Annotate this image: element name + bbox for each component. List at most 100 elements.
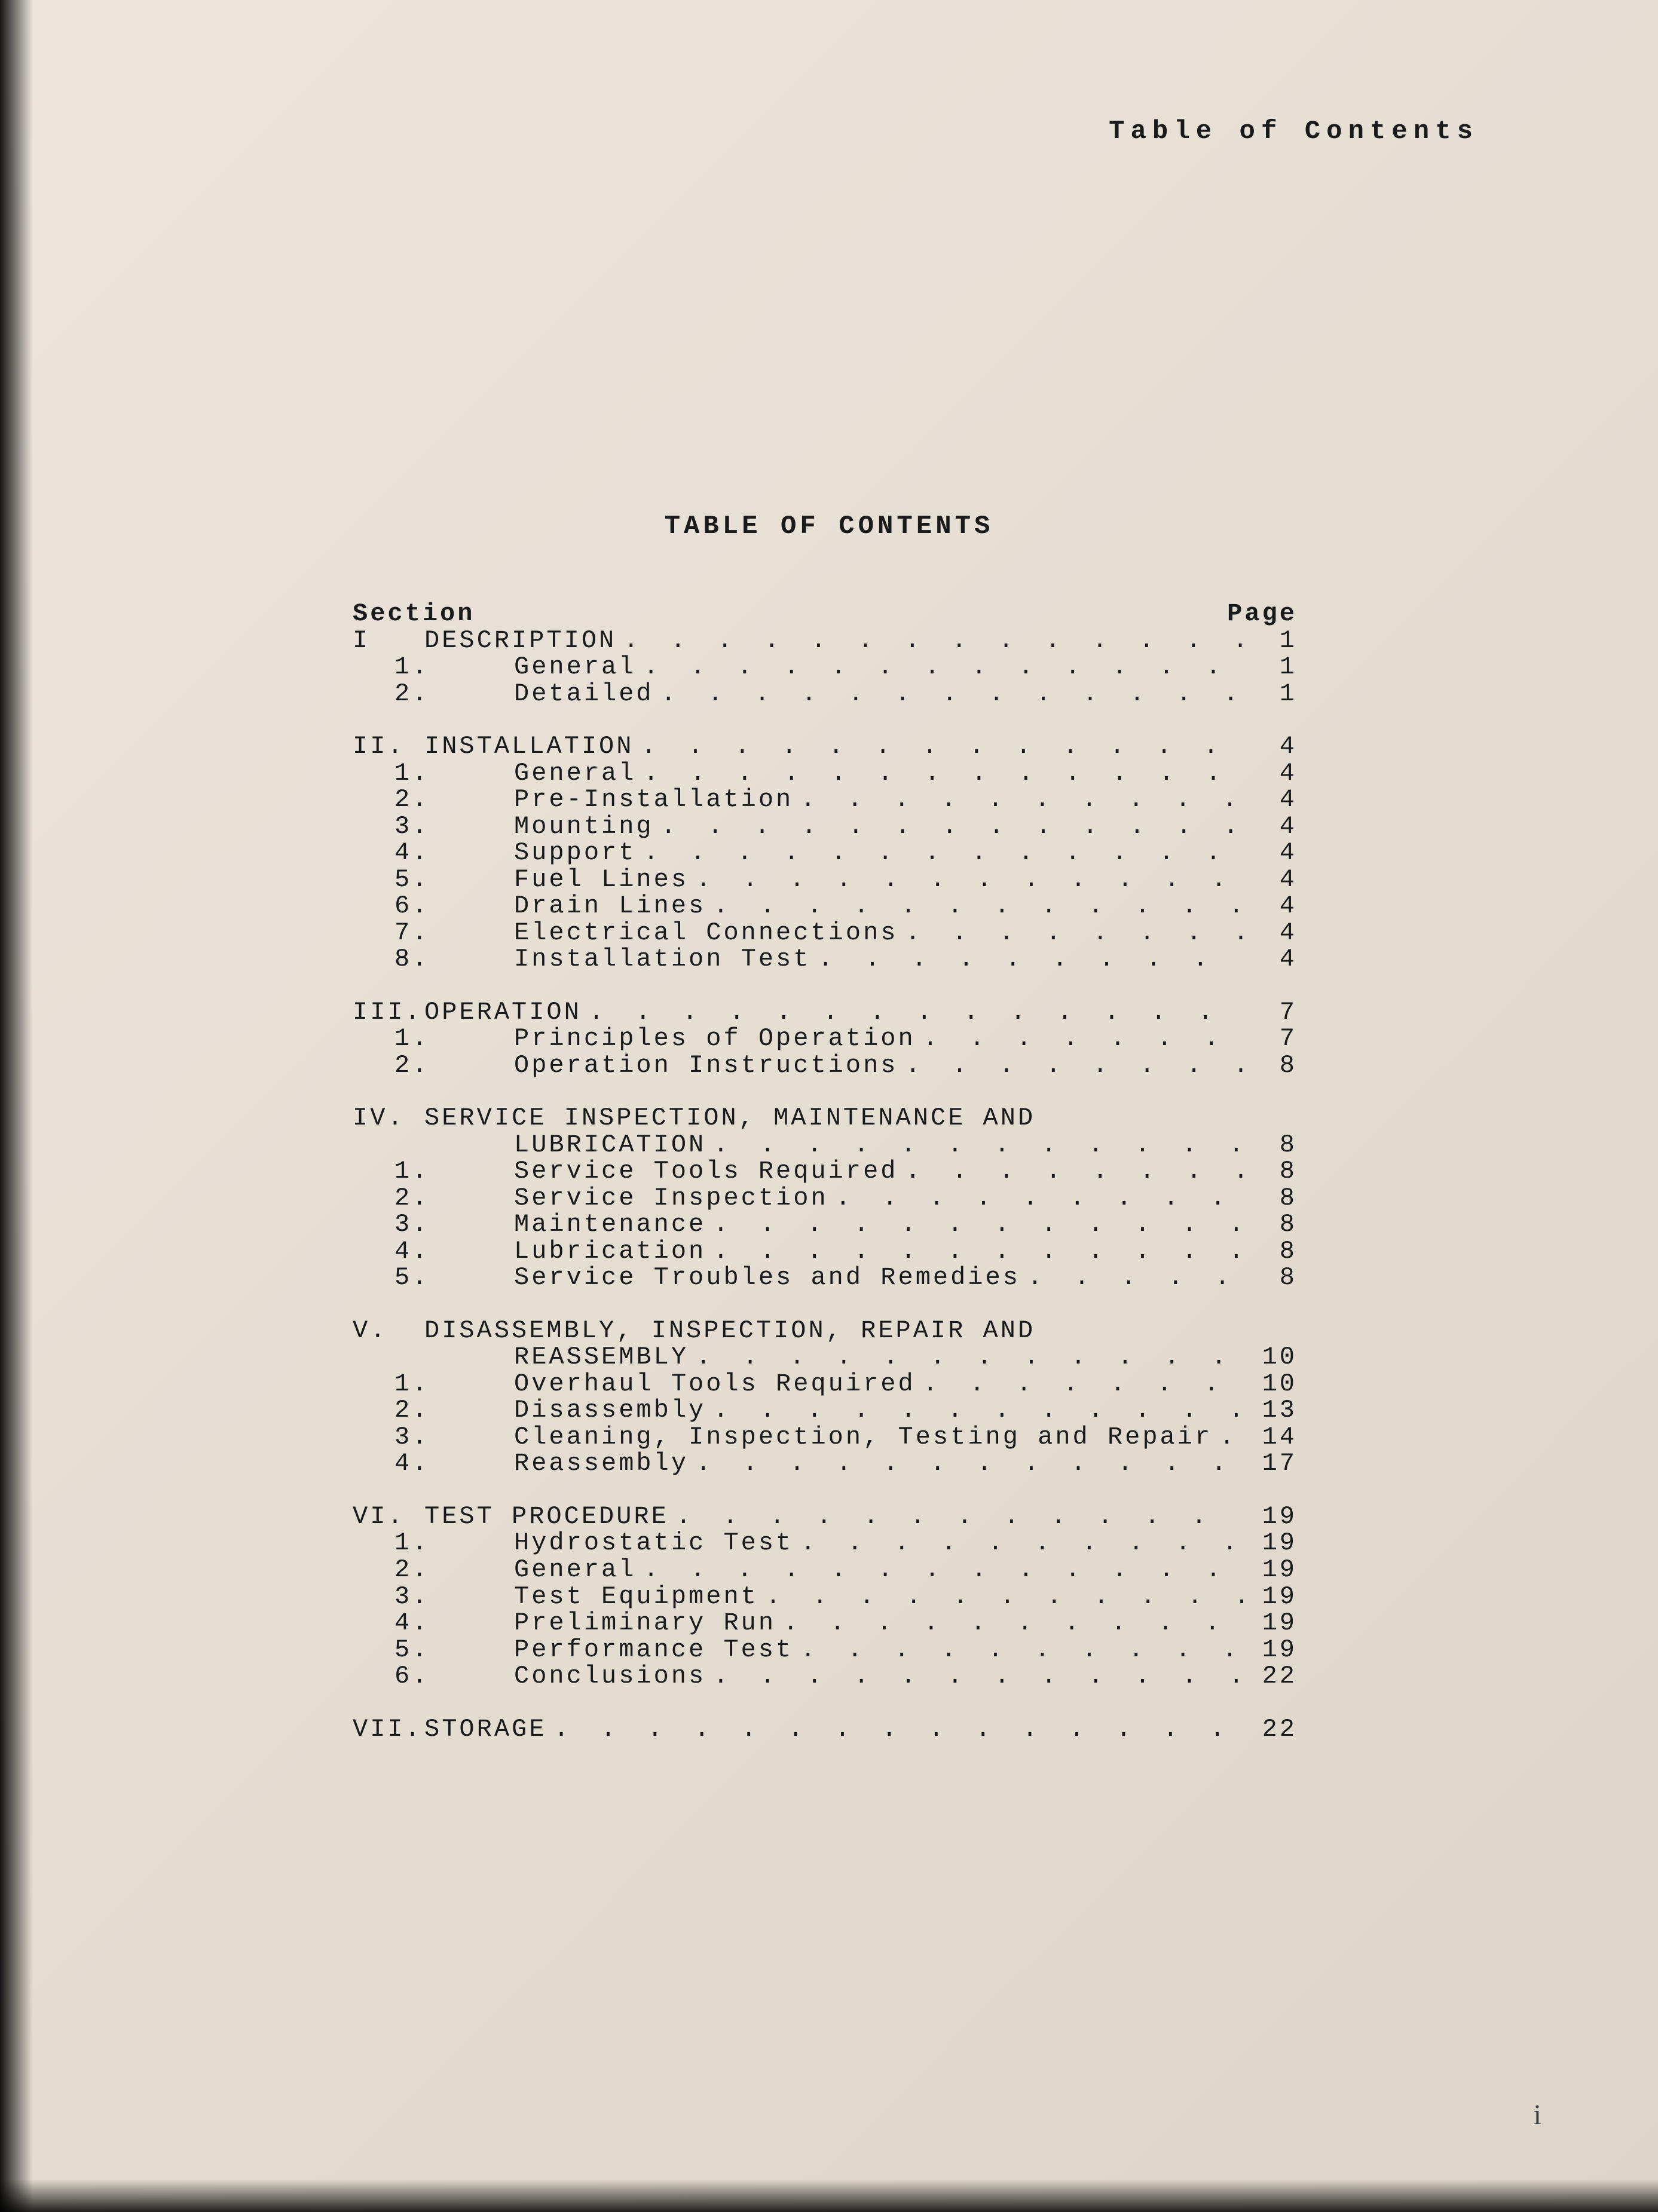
toc-item-row: 1.Principles of Operation. . . . . . . .… bbox=[353, 1025, 1297, 1052]
toc-item-row: 2.Operation Instructions. . . . . . . . … bbox=[353, 1052, 1297, 1079]
toc-page-number: 19 bbox=[1243, 1637, 1297, 1663]
toc-item-title: Principles of Operation bbox=[514, 1025, 916, 1052]
toc-page-number: 7 bbox=[1243, 1025, 1297, 1052]
toc-item-number: 3. bbox=[353, 1211, 514, 1238]
toc-item-title: Disassembly bbox=[514, 1397, 706, 1424]
toc-item-row: 6.Conclusions. . . . . . . . . . . . . .… bbox=[353, 1663, 1297, 1690]
toc-page-number: 10 bbox=[1243, 1344, 1297, 1371]
scan-shadow-bottom bbox=[0, 2179, 1658, 2212]
toc-header-section: Section bbox=[353, 601, 475, 627]
toc-item-row: 2.Pre-Installation. . . . . . . . . . . … bbox=[353, 786, 1297, 813]
page-number: i bbox=[1534, 2098, 1541, 2131]
toc-section-number: II. bbox=[353, 733, 424, 760]
toc-section-title: SERVICE INSPECTION, MAINTENANCE AND bbox=[424, 1105, 1035, 1132]
toc-item-number: 8. bbox=[353, 946, 514, 973]
toc-item-number: 2. bbox=[353, 1052, 514, 1079]
toc-section-gap bbox=[353, 1690, 1297, 1716]
toc-item-title: Cleaning, Inspection, Testing and Repair bbox=[514, 1424, 1212, 1451]
toc-page-number: 19 bbox=[1243, 1583, 1297, 1610]
scan-shadow-left bbox=[0, 0, 33, 2212]
toc-item-title: Reassembly bbox=[514, 1450, 689, 1477]
toc-item-title: Service Inspection bbox=[514, 1185, 828, 1212]
toc-item-row: 3.Mounting. . . . . . . . . . . . . . . … bbox=[353, 813, 1297, 840]
toc-page-number: 4 bbox=[1243, 760, 1297, 787]
toc-item-title: Fuel Lines bbox=[514, 866, 689, 893]
toc-page-number: 8 bbox=[1243, 1132, 1297, 1159]
toc-item-number: 1. bbox=[353, 1530, 514, 1557]
toc-item-title: Pre-Installation bbox=[514, 786, 793, 813]
toc-leader-dots: . . . . . . . . . . . . . . . . . . . . … bbox=[898, 1052, 1244, 1079]
toc-item-row: 1.General. . . . . . . . . . . . . . . .… bbox=[353, 654, 1297, 681]
toc-section-title: LUBRICATION bbox=[514, 1132, 706, 1159]
toc-item-number: 4. bbox=[353, 1450, 514, 1477]
table-of-contents: Section Page IDESCRIPTION. . . . . . . .… bbox=[353, 601, 1297, 1742]
toc-section-number: III. bbox=[353, 999, 424, 1026]
toc-item-title: Maintenance bbox=[514, 1211, 706, 1238]
toc-item-number: 2. bbox=[353, 1397, 514, 1424]
toc-item-number: 1. bbox=[353, 654, 514, 681]
toc-item-number: 4. bbox=[353, 1610, 514, 1637]
toc-section-number: IV. bbox=[353, 1105, 424, 1132]
toc-item-number: 3. bbox=[353, 1424, 514, 1451]
toc-item-title: General bbox=[514, 760, 636, 787]
toc-page-number: 13 bbox=[1243, 1397, 1297, 1424]
toc-section-row: VII.STORAGE. . . . . . . . . . . . . . .… bbox=[353, 1716, 1297, 1743]
toc-item-number: 1. bbox=[353, 760, 514, 787]
toc-item-row: 5.Performance Test. . . . . . . . . . . … bbox=[353, 1637, 1297, 1663]
toc-leader-dots: . . . . . . . . . . . . . . . . . . . . … bbox=[706, 1397, 1243, 1424]
toc-item-row: 4.Lubrication. . . . . . . . . . . . . .… bbox=[353, 1238, 1297, 1265]
toc-page-number: 14 bbox=[1243, 1424, 1297, 1451]
toc-section-gap bbox=[353, 707, 1297, 733]
toc-leader-dots: . . . . . . . . . . . . . . . . . . . . … bbox=[636, 840, 1243, 866]
toc-item-row: 3.Maintenance. . . . . . . . . . . . . .… bbox=[353, 1211, 1297, 1238]
toc-item-title: Hydrostatic Test bbox=[514, 1530, 793, 1557]
toc-item-row: 2.General. . . . . . . . . . . . . . . .… bbox=[353, 1557, 1297, 1583]
toc-section-title: INSTALLATION bbox=[424, 733, 634, 760]
toc-item-number: 5. bbox=[353, 866, 514, 893]
toc-page-number: 1 bbox=[1243, 654, 1297, 681]
toc-section-number: VI. bbox=[353, 1503, 424, 1530]
toc-page-number: 4 bbox=[1243, 920, 1297, 946]
toc-item-title: Preliminary Run bbox=[514, 1610, 776, 1637]
toc-item-title: Service Troubles and Remedies bbox=[514, 1264, 1020, 1291]
toc-leader-dots: . . . . . . . . . . . . . . . . . . . . … bbox=[706, 1132, 1243, 1159]
toc-item-number: 3. bbox=[353, 813, 514, 840]
toc-item-title: Support bbox=[514, 840, 636, 866]
toc-leader-dots: . . . . . . . . . . . . . . . . . . . . … bbox=[654, 813, 1243, 840]
toc-section-number: I bbox=[353, 627, 424, 654]
toc-section-gap bbox=[353, 1477, 1297, 1503]
toc-leader-dots: . . . . . . . . . . . . . . . . . . . . … bbox=[916, 1371, 1243, 1398]
toc-item-number: 5. bbox=[353, 1264, 514, 1291]
toc-section-number: V. bbox=[353, 1318, 424, 1344]
toc-page-number: 4 bbox=[1243, 813, 1297, 840]
toc-leader-dots: . . . . . . . . . . . . . . . . . . . . … bbox=[810, 946, 1243, 973]
toc-item-number: 2. bbox=[353, 786, 514, 813]
toc-item-row: 2.Service Inspection. . . . . . . . . . … bbox=[353, 1185, 1297, 1212]
toc-page-number: 8 bbox=[1243, 1211, 1297, 1238]
toc-section-row: IV.SERVICE INSPECTION, MAINTENANCE AND bbox=[353, 1105, 1297, 1132]
toc-section-title: TEST PROCEDURE bbox=[424, 1503, 669, 1530]
toc-page-number: 10 bbox=[1243, 1371, 1297, 1398]
toc-item-number: 1. bbox=[353, 1371, 514, 1398]
toc-item-number: 5. bbox=[353, 1637, 514, 1663]
toc-item-row: 5.Fuel Lines. . . . . . . . . . . . . . … bbox=[353, 866, 1297, 893]
toc-leader-dots: . . . . . . . . . . . . . . . . . . . . … bbox=[1212, 1424, 1243, 1451]
toc-header: Section Page bbox=[353, 601, 1297, 627]
toc-item-row: 2.Detailed. . . . . . . . . . . . . . . … bbox=[353, 681, 1297, 707]
toc-section-gap bbox=[353, 1079, 1297, 1105]
toc-section-gap bbox=[353, 973, 1297, 999]
toc-leader-dots: . . . . . . . . . . . . . . . . . . . . … bbox=[689, 866, 1243, 893]
toc-leader-dots: . . . . . . . . . . . . . . . . . . . . … bbox=[898, 1158, 1244, 1185]
toc-page-number: 8 bbox=[1243, 1158, 1297, 1185]
toc-section-row: REASSEMBLY. . . . . . . . . . . . . . . … bbox=[353, 1344, 1297, 1371]
toc-page-number: 8 bbox=[1243, 1238, 1297, 1265]
toc-page-number: 4 bbox=[1243, 733, 1297, 760]
toc-page-number: 22 bbox=[1243, 1716, 1297, 1743]
toc-page-number: 4 bbox=[1243, 840, 1297, 866]
toc-item-title: Overhaul Tools Required bbox=[514, 1371, 916, 1398]
toc-section-gap bbox=[353, 1291, 1297, 1318]
toc-section-row: II.INSTALLATION. . . . . . . . . . . . .… bbox=[353, 733, 1297, 760]
toc-page-number: 4 bbox=[1243, 866, 1297, 893]
toc-leader-dots: . . . . . . . . . . . . . . . . . . . . … bbox=[582, 999, 1243, 1026]
toc-leader-dots: . . . . . . . . . . . . . . . . . . . . … bbox=[636, 654, 1243, 681]
